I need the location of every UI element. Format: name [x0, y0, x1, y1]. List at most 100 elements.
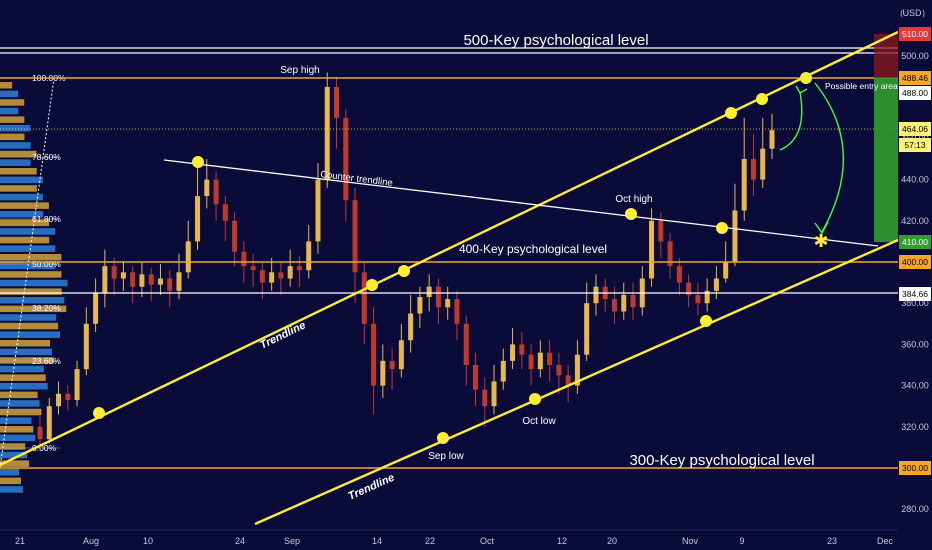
- volume-bar: [0, 486, 23, 493]
- volume-bar: [0, 374, 46, 381]
- currency-lock-icon: (: [900, 9, 903, 18]
- candle-body: [93, 292, 99, 324]
- label-400-level: 400-Key psychological level: [459, 242, 607, 256]
- label-500-level: 500-Key psychological level: [463, 32, 648, 49]
- fib-level-label: 50.00%: [32, 259, 61, 269]
- volume-bar: [0, 116, 25, 123]
- counter-trendline: [163, 159, 879, 247]
- volume-bar: [0, 99, 25, 106]
- label-300-level: 300-Key psychological level: [629, 452, 814, 469]
- currency-label[interactable]: USD: [902, 8, 922, 18]
- candle-body: [102, 266, 108, 293]
- price-tag: 464.06: [902, 124, 928, 134]
- volume-bar: [0, 426, 34, 433]
- candle-body: [482, 389, 488, 407]
- candle-body: [269, 272, 275, 283]
- x-tick-label: Oct: [480, 536, 495, 546]
- volume-bar: [0, 211, 44, 218]
- volume-bar: [0, 168, 37, 175]
- y-tick-label: 380.00: [901, 298, 929, 308]
- candle-body: [621, 294, 627, 312]
- y-tick-label: 420.00: [901, 216, 929, 226]
- price-tag: 510.00: [902, 29, 928, 39]
- fib-diagonal: [0, 77, 55, 469]
- x-tick-label: 21: [15, 536, 25, 546]
- volume-bar: [0, 322, 59, 330]
- candle-body: [37, 426, 43, 440]
- candle-body: [222, 204, 228, 221]
- candle-body: [278, 272, 284, 279]
- fib-level-label: 0.00%: [32, 443, 57, 453]
- candle-body: [241, 251, 247, 267]
- price-tag-bg: [899, 287, 931, 301]
- volume-bar: [0, 314, 57, 321]
- candle-body: [741, 159, 747, 211]
- x-tick-label: 24: [235, 536, 245, 546]
- x-tick-label: 23: [827, 536, 837, 546]
- volume-bar: [0, 477, 21, 485]
- touch-point: [716, 222, 728, 234]
- candle-body: [547, 352, 553, 365]
- upper-trendline: [0, 30, 899, 467]
- candle-body: [723, 262, 729, 279]
- candle-body: [56, 393, 62, 407]
- volume-bar: [0, 400, 40, 407]
- candle-body: [130, 272, 136, 287]
- touch-point: [756, 93, 768, 105]
- candle-body: [704, 290, 710, 304]
- candle-body: [83, 323, 89, 370]
- volume-bar: [0, 340, 50, 347]
- candle-body: [213, 179, 219, 205]
- y-tick-label: 280.00: [901, 504, 929, 514]
- candle-body: [287, 266, 293, 279]
- volume-bar: [0, 107, 19, 115]
- candle-body: [676, 266, 682, 283]
- candle-body: [435, 286, 441, 308]
- y-tick-label: 320.00: [901, 422, 929, 432]
- volume-bar: [0, 271, 62, 278]
- volume-bar: [0, 90, 19, 98]
- x-tick-label: 10: [143, 536, 153, 546]
- volume-bar: [0, 288, 62, 295]
- candle-body: [167, 278, 173, 291]
- candle-body: [454, 299, 460, 324]
- candle-body: [649, 220, 655, 279]
- candles: [37, 72, 775, 448]
- volume-bar: [0, 443, 26, 450]
- fib-level-label: 38.20%: [32, 303, 61, 313]
- projection-arrow-short: [779, 91, 803, 151]
- candle-body: [398, 340, 404, 370]
- target-star: ✱: [813, 231, 828, 252]
- candle-body: [769, 130, 775, 149]
- candle-body: [528, 354, 534, 370]
- volume-bar: [0, 142, 31, 149]
- price-tag: 410.00: [902, 237, 928, 247]
- volume-bar: [0, 417, 32, 424]
- candle-body: [584, 303, 590, 355]
- candle-body: [46, 406, 52, 440]
- x-tick-label: Nov: [682, 536, 699, 546]
- volume-bar: [0, 133, 25, 141]
- x-tick-label: 12: [557, 536, 567, 546]
- candle-body: [204, 179, 210, 197]
- y-tick-label: 440.00: [901, 175, 929, 185]
- volume-bar: [0, 202, 49, 209]
- price-tags: 510.00 488.46 488.00 464.06 57:13 410.00 400.0…: [899, 27, 931, 475]
- price-tag-bg: [899, 138, 931, 152]
- touch-point: [625, 208, 637, 220]
- candle-body: [120, 272, 126, 279]
- label-oct-high: Oct high: [615, 194, 652, 205]
- candle-body: [74, 369, 80, 401]
- candle-body: [658, 220, 664, 242]
- price-tag: 300.00: [902, 463, 928, 473]
- fib-level-label: 78.60%: [32, 152, 61, 162]
- candle-body: [232, 220, 238, 252]
- time-axis[interactable]: [0, 530, 932, 550]
- candle-body: [500, 360, 506, 382]
- candle-body: [65, 393, 71, 401]
- x-tick-label: 20: [607, 536, 617, 546]
- volume-bar: [0, 82, 13, 89]
- touch-point: [192, 156, 204, 168]
